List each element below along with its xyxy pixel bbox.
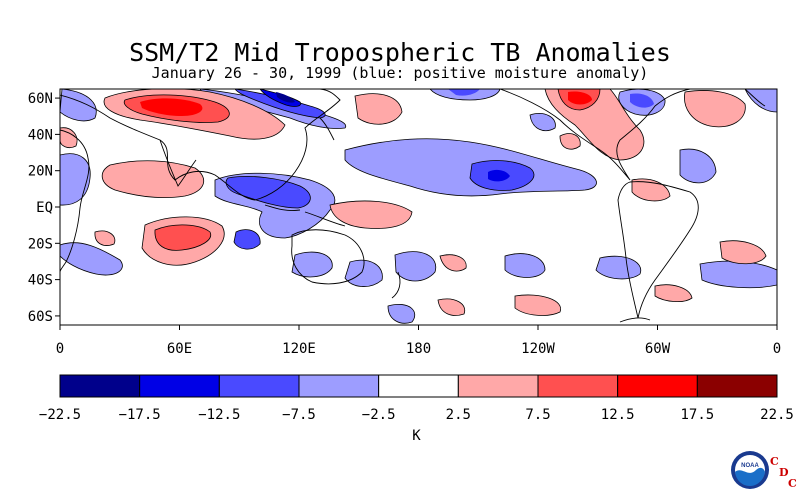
colorbar-tick-label: −2.5: [362, 407, 396, 423]
lon-tick-label: 180: [406, 341, 431, 357]
lon-tick-label: 0: [56, 341, 64, 357]
coastline-south-america: [617, 181, 699, 319]
colorbar-tick-label: −7.5: [282, 407, 316, 423]
coastline-maritime: [264, 204, 346, 227]
longitude-axis: 0 60E 120E 180 120W 60W 0: [56, 325, 781, 357]
colorbar-tick-label: −17.5: [119, 407, 161, 423]
anomaly-shading: [60, 89, 777, 324]
anomaly-region: [354, 93, 403, 125]
colorbar-swatch: [218, 374, 300, 398]
coastline-eurasia: [60, 89, 341, 201]
coastline-nz: [391, 271, 401, 299]
anomaly-region: [344, 259, 383, 287]
anomaly-region: [654, 284, 693, 302]
anomaly-region: [719, 240, 767, 265]
anomaly-region: [101, 160, 205, 198]
anomaly-region: [233, 229, 261, 250]
anomaly-region: [595, 255, 642, 280]
colorbar-swatch: [378, 374, 459, 398]
colorbar-tick-label: 12.5: [601, 407, 635, 423]
anomaly-region: [437, 298, 466, 316]
coastline-greenland: [744, 89, 766, 107]
anomaly-region: [60, 127, 78, 148]
anomaly-region: [529, 113, 556, 132]
coastline-antarctica: [619, 317, 651, 323]
chart-subtitle: January 26 - 30, 1999 (blue: positive mo…: [151, 64, 649, 82]
coastlines: [60, 89, 766, 323]
lat-tick-label: 20S: [28, 236, 53, 252]
coastline-australia: [291, 229, 365, 285]
lon-tick-label: 120E: [282, 341, 316, 357]
colorbar-tick-label: 7.5: [525, 407, 550, 423]
anomaly-region: [225, 176, 311, 209]
coastline-india: [159, 139, 197, 187]
anomaly-region: [504, 253, 546, 278]
colorbar-swatch: [696, 374, 778, 398]
colorbar-swatch: [139, 374, 220, 398]
anomaly-region: [514, 294, 561, 316]
anomaly-region: [387, 304, 416, 324]
colorbar-swatch: [59, 374, 141, 398]
colorbar-swatch: [617, 374, 698, 398]
noaa-logo: NOAA: [731, 451, 769, 489]
colorbar: −22.5 −17.5 −12.5 −7.5 −2.5 2.5 7.5 12.5 17.5 22.…: [39, 374, 794, 444]
colorbar-swatch: [537, 374, 619, 398]
lat-tick-label: 40S: [28, 273, 53, 289]
anomaly-region: [154, 224, 212, 251]
anomaly-region: [344, 138, 597, 197]
anomaly-region: [291, 251, 333, 278]
anomaly-region: [679, 148, 717, 184]
lon-tick-label: 60W: [645, 341, 671, 357]
noaa-logo-text: NOAA: [741, 463, 759, 469]
colorbar-tick-label: 22.5: [760, 407, 794, 423]
lat-tick-label: EQ: [36, 200, 53, 216]
anomaly-region: [60, 153, 91, 206]
chart-title: SSM/T2 Mid Tropospheric TB Anomalies: [129, 38, 671, 67]
cdc-letter-d: D: [779, 466, 789, 479]
latitude-axis: 60N 40N 20N EQ 20S 40S 60S: [28, 91, 60, 325]
cdc-letter-c: C: [770, 455, 779, 468]
coastline-north-america: [499, 89, 691, 181]
colorbar-tick-label: −22.5: [39, 407, 81, 423]
cdc-letter-c-second: C: [788, 477, 797, 490]
colorbar-tick-label: 17.5: [680, 407, 714, 423]
anomaly-region: [684, 90, 746, 128]
anomaly-region: [448, 89, 480, 96]
coastline-africa: [60, 129, 90, 273]
colorbar-unit: K: [412, 428, 421, 444]
colorbar-tick-label: −12.5: [198, 407, 240, 423]
lon-tick-label: 120W: [521, 341, 555, 357]
anomaly-region: [559, 133, 581, 150]
lat-tick-label: 20N: [28, 164, 53, 180]
anomaly-region: [60, 242, 123, 276]
anomaly-region: [744, 89, 777, 113]
anomaly-region: [94, 230, 116, 246]
lon-tick-label: 60E: [167, 341, 192, 357]
anomaly-region: [140, 98, 203, 116]
lat-tick-label: 40N: [28, 127, 53, 143]
colorbar-tick-label: 2.5: [446, 407, 471, 423]
anomaly-region: [488, 169, 510, 182]
anomaly-region: [276, 92, 295, 103]
coastline-japan: [319, 117, 335, 141]
anomaly-region: [329, 200, 413, 229]
anomaly-region: [394, 251, 437, 282]
anomaly-region: [568, 91, 592, 105]
lat-tick-label: 60N: [28, 91, 53, 107]
lat-tick-label: 60S: [28, 309, 53, 325]
lon-tick-label: 0: [773, 341, 781, 357]
colorbar-swatch: [457, 374, 539, 398]
anomaly-region: [60, 89, 97, 122]
anomaly-region: [439, 254, 467, 272]
colorbar-swatch: [298, 374, 380, 398]
anomaly-region: [630, 93, 654, 108]
